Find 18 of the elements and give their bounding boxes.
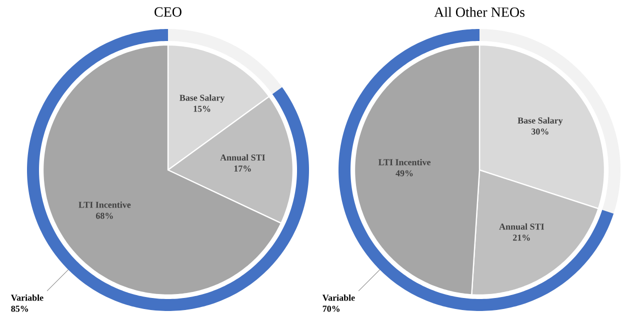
data-label: 49%	[396, 170, 413, 176]
data-label: 30%	[532, 128, 548, 135]
chart-title: All Other NEOs	[434, 7, 524, 17]
data-label: 68%	[96, 212, 113, 219]
data-label: 21%	[513, 234, 530, 241]
data-label: 15%	[194, 106, 210, 112]
slice-label: Annual STI	[220, 154, 266, 161]
slice-label: LTI Incentive	[78, 202, 131, 208]
slice-label: Annual STI	[499, 223, 544, 230]
slice-label: Base Salary	[180, 94, 225, 103]
data-label: 17%	[234, 166, 251, 172]
slice-label: Variable	[322, 294, 355, 301]
slice-label: Base Salary	[518, 117, 563, 126]
slice-label: Variable	[10, 294, 44, 301]
chart-title: CEO	[154, 7, 182, 17]
data-label: 70%	[322, 306, 340, 312]
slice-label: LTI Incentive	[378, 158, 431, 166]
data-label: 85%	[11, 306, 28, 312]
